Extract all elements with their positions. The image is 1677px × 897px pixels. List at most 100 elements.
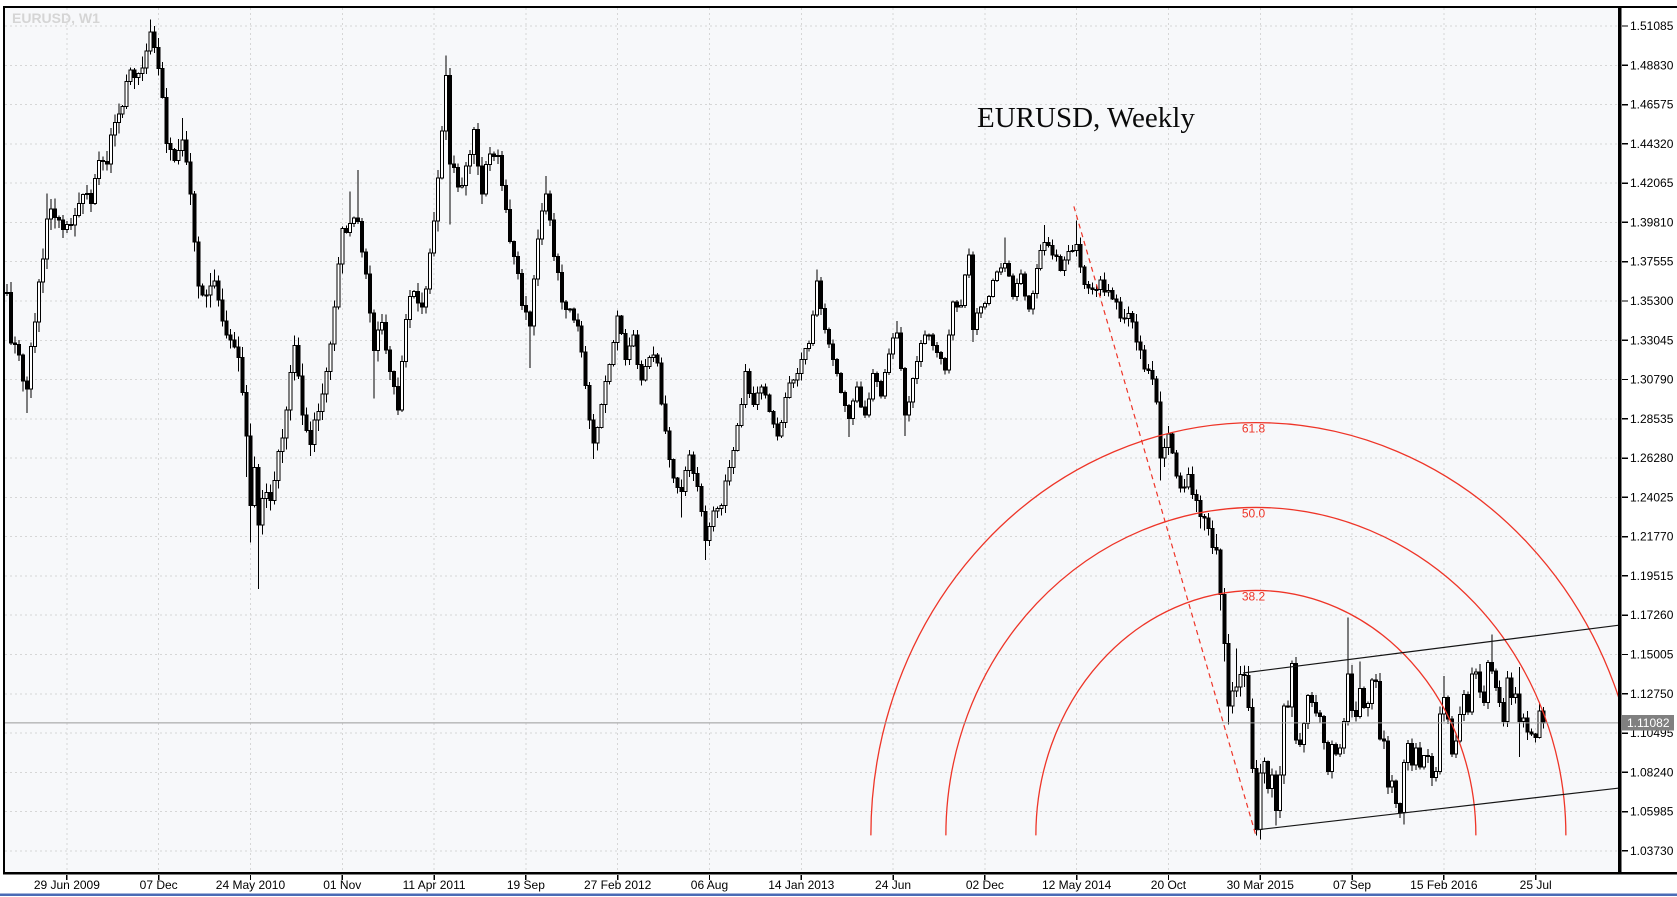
price-axis-label: 1.51085 — [1630, 19, 1674, 33]
price-axis[interactable] — [1622, 8, 1677, 872]
candle-bearish — [1154, 378, 1159, 403]
candle-bullish — [1453, 740, 1458, 755]
candle-bullish — [1433, 770, 1438, 778]
candle-bearish — [930, 334, 935, 346]
candle-bearish — [899, 332, 904, 369]
candle-bearish — [1010, 275, 1015, 298]
candle-bullish — [715, 507, 720, 512]
candle-bullish — [40, 258, 45, 283]
candle-bearish — [1138, 341, 1143, 351]
candle-bearish — [344, 228, 349, 233]
candle-bearish — [695, 472, 700, 487]
time-axis-label: 06 Aug — [691, 878, 728, 892]
candle-bullish — [1258, 772, 1263, 831]
candle-bullish — [787, 382, 792, 399]
candle-bearish — [635, 334, 640, 365]
candle-bearish — [188, 161, 193, 195]
candle-bullish — [1473, 671, 1478, 675]
candle-bullish — [958, 304, 963, 308]
candle-bearish — [547, 193, 552, 221]
fib-arc-label: 38.2 — [1242, 589, 1266, 603]
candle-bearish — [368, 273, 373, 314]
candle-bearish — [1409, 742, 1414, 766]
current-price-badge — [1622, 715, 1674, 731]
lower-trendline[interactable] — [1255, 787, 1620, 831]
time-axis[interactable] — [5, 874, 1618, 892]
price-axis-label: 1.17260 — [1630, 608, 1674, 622]
price-axis-label: 1.48830 — [1630, 58, 1674, 72]
candle-bullish — [731, 450, 736, 468]
candle-bullish — [1513, 693, 1518, 698]
candle-bullish — [92, 177, 97, 204]
candle-bearish — [503, 185, 508, 211]
candle-bearish — [1246, 675, 1251, 709]
candle-bullish — [978, 306, 983, 314]
chart-objects[interactable]: 38.2 50.0 61.8 — [871, 206, 1641, 835]
candle-bearish — [479, 165, 484, 195]
candle-bearish — [827, 329, 832, 345]
axes-layer — [3, 8, 1677, 880]
candle-bullish — [615, 315, 620, 343]
candle-bullish — [336, 263, 341, 308]
plot-area[interactable] — [5, 8, 1618, 872]
candle-bullish — [1457, 714, 1462, 742]
candle-bullish — [28, 345, 33, 390]
candle-bearish — [416, 290, 421, 304]
candle-bullish — [895, 332, 900, 339]
candle-bearish — [1298, 739, 1303, 745]
candle-bearish — [1481, 691, 1486, 704]
price-axis-label: 1.37555 — [1630, 255, 1674, 269]
candle-bullish — [851, 400, 856, 420]
candle-bearish — [1445, 696, 1450, 720]
candle-bullish — [803, 348, 808, 360]
candle-bullish — [1346, 673, 1351, 723]
candle-bullish — [871, 372, 876, 400]
candle-bullish — [112, 121, 117, 136]
candle-bullish — [1405, 742, 1410, 764]
candle-bearish — [767, 394, 772, 413]
candle-bearish — [240, 357, 245, 393]
candle-bullish — [84, 192, 89, 196]
candle-bullish — [404, 318, 409, 363]
candle-bullish — [471, 128, 476, 155]
candle-bullish — [284, 409, 289, 439]
candle-bearish — [835, 358, 840, 374]
candle-bullish — [1230, 690, 1235, 707]
candle-bullish — [44, 218, 49, 260]
candle-bearish — [1314, 702, 1319, 714]
candle-bearish — [847, 405, 852, 420]
candle-bullish — [292, 344, 297, 373]
candle-bearish — [1194, 493, 1199, 501]
candle-bullish — [264, 491, 269, 500]
candle-bearish — [1094, 288, 1099, 291]
candle-bearish — [1374, 679, 1379, 683]
candle-bearish — [256, 466, 261, 526]
downtrend-dashed-line[interactable] — [1073, 206, 1257, 836]
candle-bullish — [487, 153, 492, 166]
candle-bullish — [915, 360, 920, 379]
candle-bullish — [208, 285, 213, 296]
candle-bearish — [839, 372, 844, 393]
candle-bullish — [1505, 677, 1510, 723]
time-axis-label: 11 Apr 2011 — [403, 878, 466, 892]
candle-bearish — [1178, 475, 1183, 489]
upper-trendline[interactable] — [1243, 624, 1620, 674]
candle-bearish — [1006, 263, 1011, 277]
candle-bullish — [1070, 250, 1075, 253]
candle-bullish — [919, 343, 924, 362]
fib-arc-38.2[interactable] — [1035, 589, 1477, 836]
candle-bullish — [76, 202, 81, 217]
candle-bearish — [663, 403, 668, 432]
candle-bearish — [875, 372, 880, 382]
candle-bullish — [432, 220, 437, 254]
candle-bullish — [1302, 722, 1307, 745]
candle-bullish — [687, 454, 692, 472]
candle-bullish — [64, 223, 69, 231]
candle-bullish — [950, 301, 955, 336]
price-axis-label: 1.30790 — [1630, 373, 1674, 387]
chart-title[interactable]: EURUSD, Weekly — [977, 102, 1195, 134]
candle-bearish — [160, 67, 165, 98]
candle-bearish — [196, 241, 201, 287]
candle-bearish — [1449, 718, 1454, 755]
